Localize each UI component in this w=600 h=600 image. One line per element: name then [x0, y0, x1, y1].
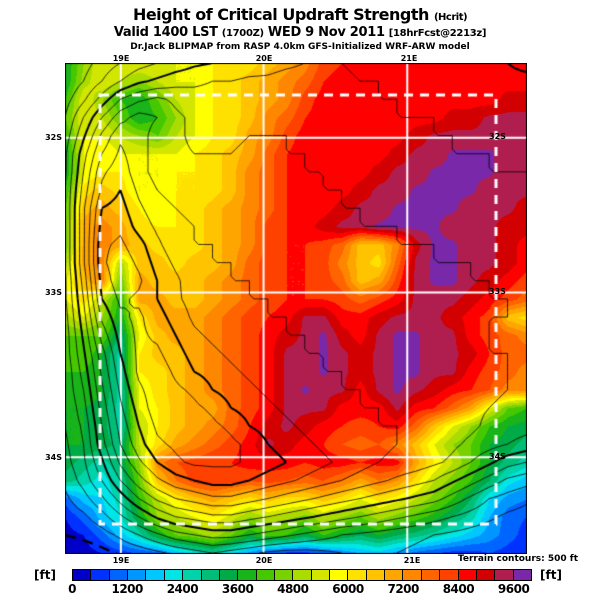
lat-label-right-33s: 33S: [489, 287, 506, 296]
hcrit-contour-map: [65, 63, 527, 554]
colorbar-segment: [218, 570, 238, 580]
colorbar-segment: [108, 570, 128, 580]
colorbar-segment: [457, 570, 476, 580]
colorbar-tick-label: 7200: [387, 582, 419, 596]
colorbar-tick-label: 3600: [221, 582, 254, 596]
valid-lst: Valid 1400 LST: [113, 25, 218, 40]
colorbar-segment: [384, 570, 403, 580]
lat-label-left-33s: 33S: [45, 288, 62, 297]
colorbar-segment: [347, 570, 366, 580]
colorbar-segment: [273, 570, 293, 580]
valid-utc: (1700Z): [221, 28, 264, 39]
colorbar-segment: [145, 570, 164, 580]
lon-label-bottom-19e: 19E: [112, 556, 130, 565]
colorbar-tick-label: 1200: [111, 582, 143, 596]
lat-label-left-34s: 34S: [45, 453, 62, 462]
lon-label-top-20e: 20E: [255, 54, 273, 63]
map-area: 32S 33S 34S: [65, 63, 527, 554]
lat-label-right-34s: 34S: [489, 452, 506, 461]
lat-label-right-32s: 32S: [489, 132, 506, 141]
colorbar-tick-label: 2400: [166, 582, 199, 596]
colorbar-unit-left: [ft]: [34, 568, 56, 582]
valid-date: WED 9 Nov 2011: [267, 25, 385, 40]
colorbar-segment: [512, 570, 531, 580]
colorbar-segment: [255, 570, 274, 580]
colorbar-segment: [310, 570, 330, 580]
forecast-info: [18hrFcst@2213z]: [388, 28, 487, 39]
colorbar: [72, 569, 532, 581]
lon-label-bottom-20e: 20E: [255, 556, 273, 565]
colorbar-segment: [329, 570, 348, 580]
page-title: Height of Critical Updraft Strength (Hcr…: [0, 5, 600, 24]
lon-label-bottom-21e: 21E: [403, 556, 421, 565]
colorbar-segment: [494, 570, 513, 580]
colorbar-segment: [292, 570, 311, 580]
colorbar-segment: [73, 570, 91, 580]
colorbar-segment: [402, 570, 421, 580]
valid-time-line: Valid 1400 LST (1700Z) WED 9 Nov 2011 [18hr…: [0, 25, 600, 40]
terrain-contours-note: Terrain contours: 500 ft: [457, 554, 578, 564]
colorbar-segment: [420, 570, 440, 580]
colorbar-tick-label: 8400: [442, 582, 475, 596]
colorbar-segment: [182, 570, 201, 580]
colorbar-segment: [90, 570, 109, 580]
lon-label-top-21e: 21E: [400, 54, 418, 63]
colorbar-segment: [475, 570, 495, 580]
colorbar-unit-right: [ft]: [540, 568, 562, 582]
colorbar-segment: [127, 570, 146, 580]
colorbar-tick-label: 4800: [277, 582, 309, 596]
colorbar-segment: [365, 570, 385, 580]
lon-label-top-19e: 19E: [112, 54, 130, 63]
colorbar-tick-label: 6000: [332, 582, 364, 596]
colorbar-tick-label: 9600: [497, 582, 530, 596]
colorbar-segment: [237, 570, 256, 580]
colorbar-tick-label: 0: [68, 582, 76, 596]
lat-label-left-32s: 32S: [45, 133, 62, 142]
model-credit-line: Dr.Jack BLIPMAP from RASP 4.0km GFS-Init…: [130, 42, 470, 52]
colorbar-segment: [163, 570, 183, 580]
colorbar-segment: [439, 570, 458, 580]
colorbar-segment: [200, 570, 219, 580]
title-param-code: (Hcrit): [433, 12, 468, 23]
title-main: Height of Critical Updraft Strength: [132, 5, 429, 24]
colorbar-tick-labels: 0 1200 2400 3600 4800 6000 7200 8400 9600: [68, 582, 532, 596]
